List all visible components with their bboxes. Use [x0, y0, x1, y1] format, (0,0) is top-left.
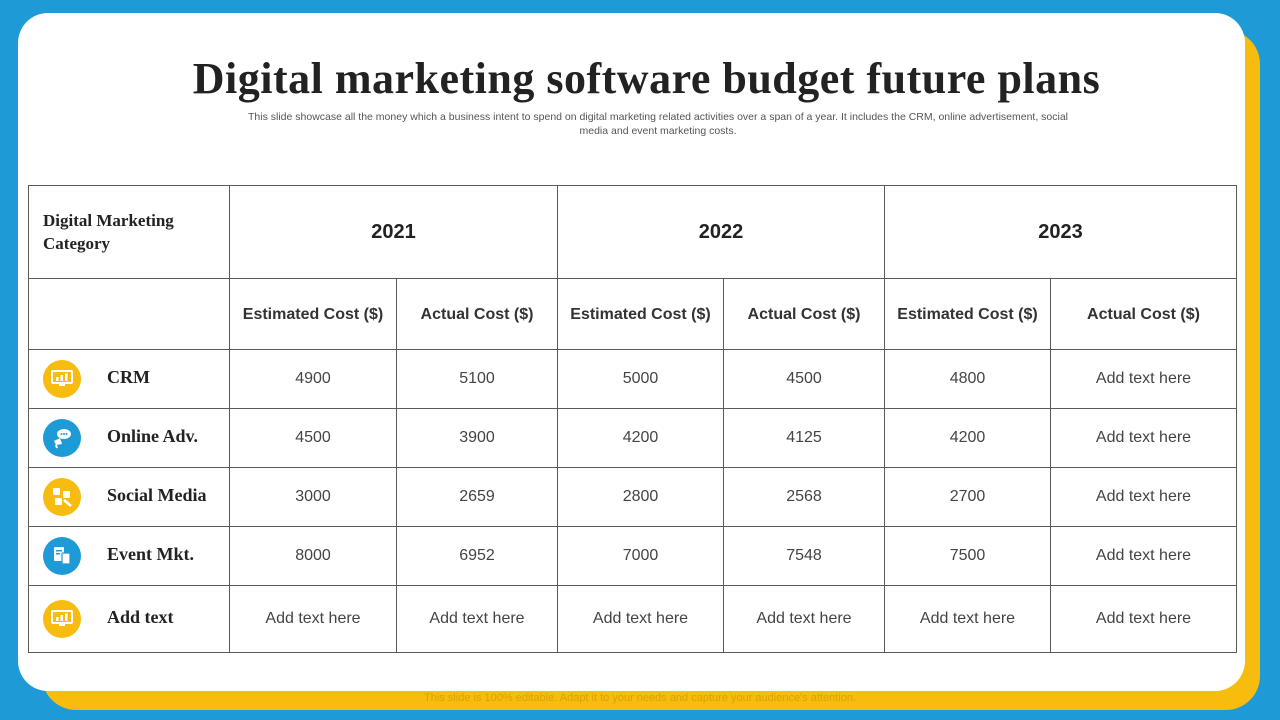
actual-cost-header: Actual Cost ($) [1050, 278, 1237, 350]
page-subtitle: This slide showcase all the money which … [248, 111, 1069, 137]
table-cell: 8000 [229, 526, 397, 586]
empty-header-cell [28, 278, 230, 350]
category-cell: Social Media [28, 467, 230, 527]
budget-table: Digital Marketing Category 2021 2022 202… [28, 185, 1237, 653]
year-header-row: Digital Marketing Category 2021 2022 202… [28, 185, 1237, 279]
estimated-cost-header: Estimated Cost ($) [884, 278, 1051, 350]
actual-cost-header: Actual Cost ($) [396, 278, 558, 350]
category-label: Online Adv. [107, 425, 199, 446]
table-cell: Add text here [1050, 526, 1237, 586]
table-cell: 5100 [396, 349, 558, 409]
table-cell: 4800 [884, 349, 1051, 409]
table-cell: 3900 [396, 408, 558, 468]
table-cell: Add text here [1050, 467, 1237, 527]
table-cell: 7548 [723, 526, 885, 586]
page-title: Digital marketing software budget future… [192, 54, 1101, 103]
table-cell: 4125 [723, 408, 885, 468]
table-cell: 2800 [557, 467, 724, 527]
category-header: Digital Marketing Category [28, 185, 230, 279]
table-cell: 2568 [723, 467, 885, 527]
category-label: CRM [107, 366, 150, 387]
cost-header-row: Estimated Cost ($) Actual Cost ($) Estim… [28, 278, 1237, 350]
table-cell: Add text here [1050, 408, 1237, 468]
year-header-2021: 2021 [229, 185, 558, 279]
monitor-chart-icon [43, 360, 81, 398]
table-row: Online Adv. 4500 3900 4200 4125 4200 Add… [28, 408, 1237, 468]
table-cell: 2700 [884, 467, 1051, 527]
estimated-cost-header: Estimated Cost ($) [229, 278, 397, 350]
slide-card: Digital marketing software budget future… [18, 13, 1245, 691]
estimated-cost-header: Estimated Cost ($) [557, 278, 724, 350]
share-network-icon [43, 478, 81, 516]
table-cell: Add text here [396, 585, 558, 653]
table-cell: 4500 [229, 408, 397, 468]
table-cell: 5000 [557, 349, 724, 409]
table-cell: Add text here [1050, 585, 1237, 653]
table-row: CRM 4900 5100 5000 4500 4800 Add text he… [28, 349, 1237, 409]
megaphone-chat-icon [43, 419, 81, 457]
table-row: Event Mkt. 8000 6952 7000 7548 7500 Add … [28, 526, 1237, 586]
category-cell: CRM [28, 349, 230, 409]
table-cell: 7000 [557, 526, 724, 586]
category-label: Event Mkt. [107, 543, 194, 564]
actual-cost-header: Actual Cost ($) [723, 278, 885, 350]
category-cell: Add text [28, 585, 230, 653]
table-cell: 4900 [229, 349, 397, 409]
monitor-chart-icon [43, 600, 81, 638]
category-label: Social Media [107, 484, 207, 505]
table-cell: Add text here [884, 585, 1051, 653]
category-cell: Online Adv. [28, 408, 230, 468]
table-cell: 6952 [396, 526, 558, 586]
table-cell: 4500 [723, 349, 885, 409]
table-cell: 4200 [557, 408, 724, 468]
table-cell: Add text here [723, 585, 885, 653]
table-cell: Add text here [557, 585, 724, 653]
table-cell: 7500 [884, 526, 1051, 586]
category-cell: Event Mkt. [28, 526, 230, 586]
category-label: Add text [107, 606, 174, 627]
footer-note: This slide is 100% editable. Adapt it to… [424, 692, 856, 704]
table-cell: 4200 [884, 408, 1051, 468]
table-cell: 2659 [396, 467, 558, 527]
table-row: Social Media 3000 2659 2800 2568 2700 Ad… [28, 467, 1237, 527]
table-cell: Add text here [229, 585, 397, 653]
table-row: Add text Add text here Add text here Add… [28, 585, 1237, 653]
year-header-2022: 2022 [557, 185, 885, 279]
year-header-2023: 2023 [884, 185, 1237, 279]
table-cell: 3000 [229, 467, 397, 527]
table-cell: Add text here [1050, 349, 1237, 409]
event-devices-icon [43, 537, 81, 575]
